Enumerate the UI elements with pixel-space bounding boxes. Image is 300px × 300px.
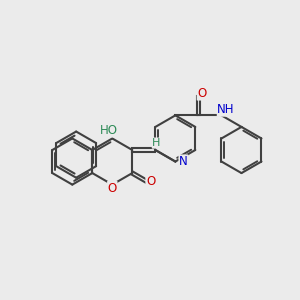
- Text: N: N: [179, 155, 188, 168]
- Text: O: O: [108, 182, 117, 195]
- Text: O: O: [146, 175, 155, 188]
- Text: NH: NH: [218, 103, 235, 116]
- Text: O: O: [197, 87, 206, 100]
- Text: HO: HO: [100, 124, 118, 137]
- Text: H: H: [152, 138, 161, 148]
